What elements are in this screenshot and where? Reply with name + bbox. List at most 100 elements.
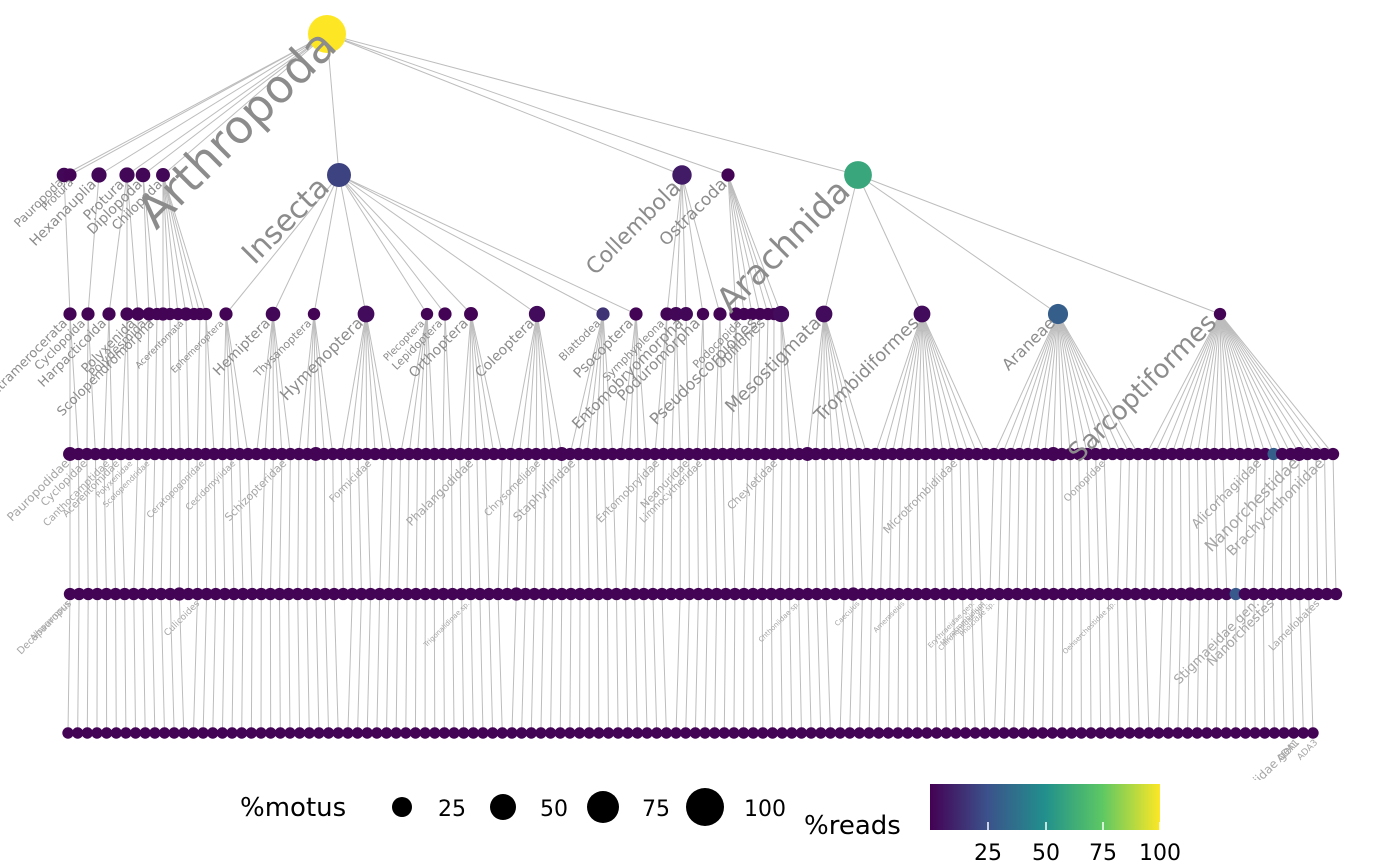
- motus-size-50-label: 50: [540, 797, 568, 822]
- family-node: [563, 447, 577, 461]
- reads-tick-100: 100: [1139, 841, 1181, 866]
- species-node: [342, 727, 354, 739]
- genus-node: [255, 587, 268, 601]
- family-node: [352, 447, 365, 461]
- genus-node: [628, 587, 641, 601]
- reads-tick-25: 25: [974, 841, 1002, 866]
- genus-label-caeculus: Caeculus: [833, 600, 861, 628]
- species-node: [1162, 727, 1174, 739]
- family-node: [996, 447, 1009, 461]
- genus-node: [455, 587, 468, 601]
- family-node: [979, 447, 992, 461]
- genus-node: [846, 587, 860, 601]
- family-node: [521, 447, 534, 461]
- class-node-diplopoda: [135, 167, 151, 183]
- genus-node: [701, 587, 714, 601]
- genus-node: [1156, 587, 1170, 601]
- motus-size-100: [686, 788, 724, 826]
- genus-node: [1047, 587, 1060, 601]
- genus-node: [218, 587, 232, 601]
- genus-node: [236, 587, 250, 601]
- species-node: [747, 727, 759, 739]
- order-node: [219, 307, 233, 321]
- family-node: [970, 447, 984, 461]
- family-node: [640, 447, 653, 461]
- species-node: [1201, 727, 1213, 739]
- species-node: [1278, 727, 1290, 739]
- genus-node: [446, 587, 459, 601]
- genus-node: [1165, 587, 1179, 601]
- species-node: [776, 727, 788, 739]
- genus-node: [1238, 587, 1252, 601]
- genus-node: [1193, 587, 1206, 601]
- reads-tick-75: 75: [1089, 841, 1117, 866]
- genus-node: [810, 587, 824, 601]
- genus-node: [819, 587, 833, 601]
- species-node: [651, 727, 663, 739]
- genus-node: [318, 587, 332, 601]
- reads-colorbar: [930, 784, 1160, 830]
- family-node: [1250, 447, 1263, 461]
- motus-size-75: [587, 791, 619, 823]
- genus-node: [145, 587, 159, 601]
- genus-node: [774, 587, 787, 601]
- genus-node: [63, 587, 77, 601]
- species-node: [207, 727, 219, 739]
- family-node: [1216, 447, 1229, 461]
- species-node: [1114, 727, 1126, 739]
- family-node: [131, 447, 144, 461]
- genus-node: [337, 587, 350, 601]
- family-node: [335, 447, 348, 461]
- genus-node: [1038, 587, 1051, 601]
- genus-node: [127, 587, 140, 601]
- order-node: [81, 307, 95, 321]
- genus-node: [191, 587, 204, 601]
- genus-node: [710, 587, 723, 601]
- genus-node: [883, 587, 896, 601]
- genus-node: [965, 587, 978, 601]
- species-node: [274, 727, 287, 739]
- family-node: [580, 447, 594, 461]
- family-node: [1072, 447, 1085, 461]
- genus-node: [182, 587, 195, 601]
- family-label-phalangodidae: Phalangodidae: [403, 456, 476, 529]
- class-node-collembola: [672, 165, 692, 185]
- family-node: [945, 447, 958, 461]
- motus-size-75-label: 75: [642, 797, 670, 822]
- species-node: [438, 727, 451, 739]
- family-node: [818, 447, 831, 461]
- species-node: [351, 727, 364, 739]
- genus-node: [1020, 587, 1033, 601]
- genus-node: [200, 587, 213, 601]
- species-node: [699, 727, 711, 739]
- family-node: [1225, 447, 1238, 461]
- genus-node: [509, 587, 523, 601]
- genus-node: [1183, 587, 1197, 601]
- family-node: [1267, 447, 1280, 461]
- genus-node: [1111, 587, 1124, 601]
- genus-node: [1174, 587, 1188, 601]
- genus-node: [901, 587, 915, 601]
- species-node: [757, 727, 769, 739]
- species-node: [486, 727, 499, 739]
- genus-node: [391, 587, 405, 601]
- family-node: [114, 447, 128, 461]
- species-node: [158, 727, 171, 739]
- family-node: [318, 447, 331, 461]
- family-node: [589, 447, 602, 461]
- genus-node: [555, 587, 569, 601]
- family-node: [733, 447, 746, 461]
- genus-node: [1202, 587, 1215, 601]
- genus-node: [910, 587, 924, 601]
- genus-node: [537, 587, 550, 601]
- family-node: [284, 447, 297, 461]
- family-node: [775, 447, 789, 461]
- genus-node: [491, 587, 505, 601]
- species-node: [448, 727, 460, 739]
- genus-node: [519, 587, 532, 601]
- species-node: [911, 727, 923, 739]
- genus-node: [109, 587, 122, 601]
- family-node: [1114, 447, 1128, 461]
- family-node: [843, 447, 857, 461]
- species-node: [1239, 727, 1252, 739]
